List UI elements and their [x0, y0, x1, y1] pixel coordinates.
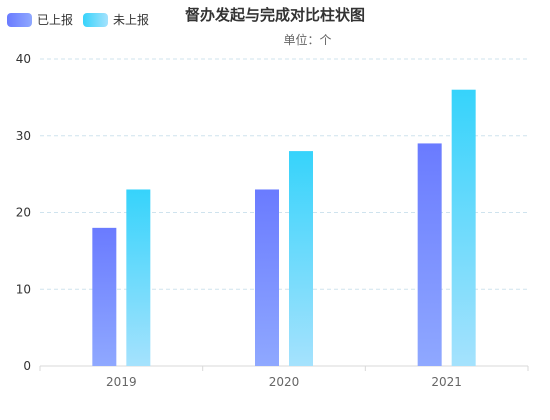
legend-label-unreported: 未上报 — [113, 13, 150, 27]
legend-swatch-reported — [7, 12, 32, 27]
bar-2019-series-1 — [126, 189, 151, 366]
y-tick-label-3: 30 — [16, 129, 31, 143]
bar-2019-series-0 — [92, 227, 117, 366]
bar-2021-series-0 — [417, 143, 442, 366]
bar-2020-series-0 — [255, 189, 279, 366]
legend-label-reported: 已上报 — [37, 13, 74, 27]
y-tick-label-4: 40 — [16, 52, 31, 66]
bars — [92, 89, 476, 366]
legend-item-unreported[interactable]: 未上报 — [83, 11, 149, 28]
bar-2020-series-1 — [289, 151, 313, 366]
legend-item-reported[interactable]: 已上报 — [7, 11, 73, 28]
legend-swatch-unreported — [83, 12, 109, 27]
grid-lines — [40, 58, 528, 290]
x-tick-label-2019: 2019 — [106, 375, 137, 389]
chart-title: 督办发起与完成对比柱状图 — [184, 6, 365, 24]
x-tick-label-2021: 2021 — [431, 375, 462, 389]
tick-labels: 0 10 20 30 40 2019 2020 2021 — [16, 52, 462, 389]
y-tick-label-0: 0 — [23, 359, 31, 373]
legend: 已上报 未上报 — [7, 11, 149, 28]
axes — [39, 365, 529, 371]
chart-subtitle: 单位：个 — [283, 33, 332, 47]
bar-2021-series-1 — [451, 89, 476, 366]
y-tick-label-1: 10 — [16, 282, 31, 296]
y-tick-label-2: 20 — [16, 206, 31, 220]
x-tick-label-2020: 2020 — [269, 375, 300, 389]
